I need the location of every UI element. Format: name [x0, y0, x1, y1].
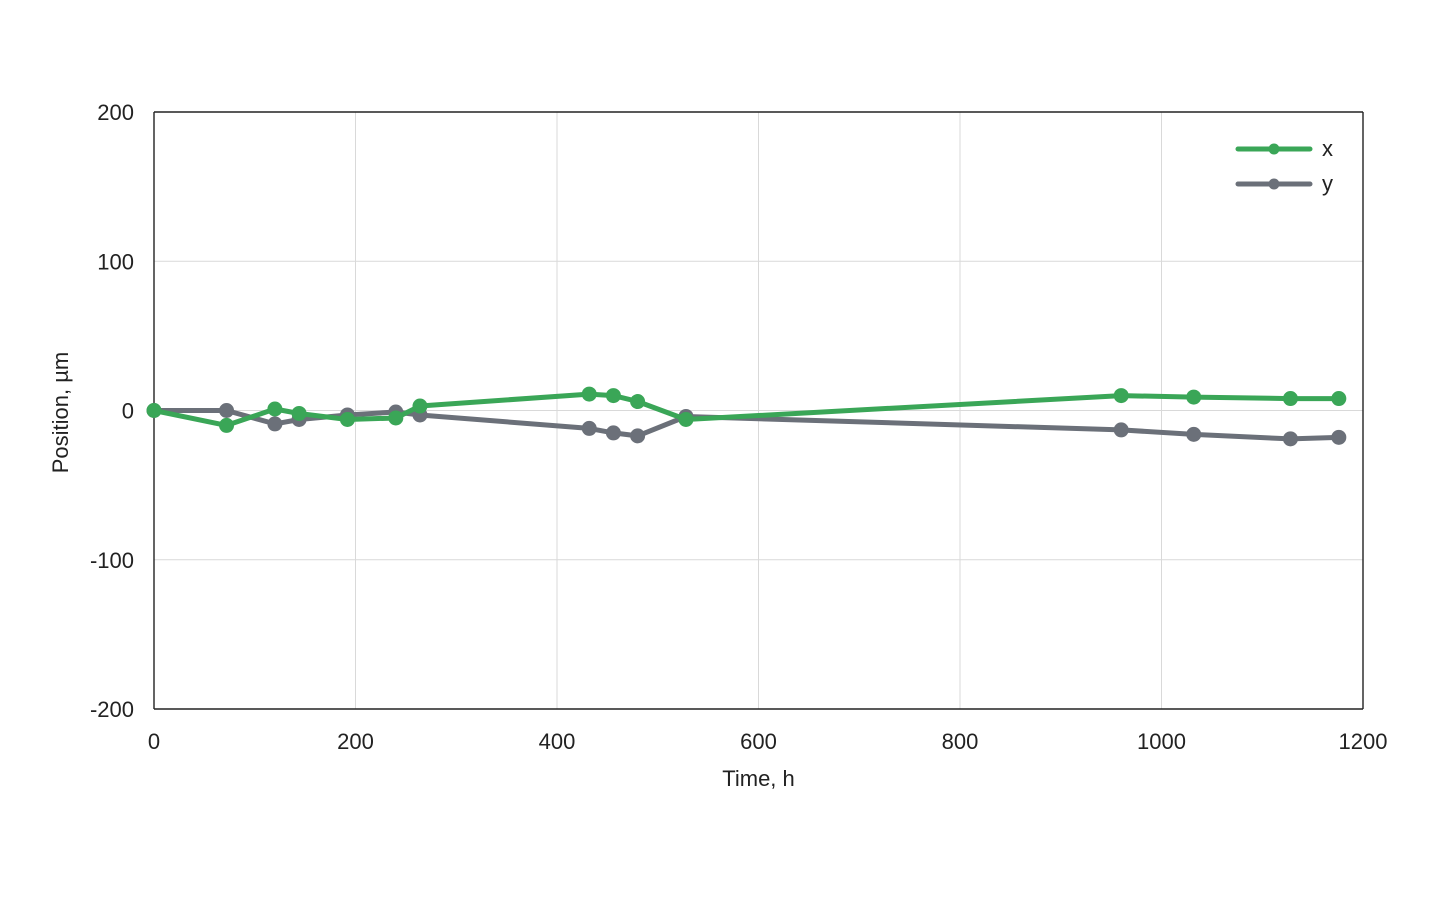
series-y-point [219, 403, 235, 418]
series-y-point [1186, 426, 1202, 442]
series-layer [146, 386, 1347, 447]
y-axis-title: Position, µm [48, 352, 73, 474]
series-x-point [678, 411, 694, 427]
series-x-point [219, 417, 235, 433]
series-y-point [581, 420, 597, 436]
series-x-point [605, 388, 621, 404]
legend: xy [1235, 136, 1333, 196]
y-tick-label: -200 [90, 697, 134, 722]
series-y-point [1331, 429, 1347, 445]
y-tick-label: 100 [97, 249, 134, 274]
legend-item-x-marker [1268, 143, 1280, 155]
series-y-point [630, 428, 646, 444]
series-x-point [291, 405, 307, 421]
series-x-point [581, 386, 597, 402]
series-x-point [1331, 391, 1347, 407]
gridlines [154, 111, 1364, 709]
series-y [146, 403, 1347, 447]
x-tick-label: 600 [740, 729, 777, 754]
series-x-point [1186, 389, 1202, 405]
legend-item-y: y [1235, 171, 1333, 196]
series-x-point [267, 401, 283, 417]
x-tick-label: 1200 [1339, 729, 1388, 754]
legend-item-x: x [1235, 136, 1333, 161]
tick-labels: 0 200 400 600 800 1000 1200 -200 -100 0 100 200 [90, 100, 1388, 754]
y-tick-label: 0 [122, 399, 134, 424]
legend-item-x-label: x [1322, 136, 1333, 161]
x-axis-title: Time, h [722, 766, 795, 791]
series-y-point [605, 425, 621, 441]
x-tick-label: 200 [337, 729, 374, 754]
series-y-point [267, 416, 283, 432]
series-x-point [1282, 391, 1298, 407]
series-x-point [412, 398, 428, 414]
series-x-point [146, 403, 162, 418]
series-x-point [339, 411, 355, 427]
x-tick-label: 800 [942, 729, 979, 754]
series-x-point [388, 410, 404, 426]
series-y-point [1113, 422, 1129, 438]
y-tick-label: -100 [90, 548, 134, 573]
y-tick-label: 200 [97, 100, 134, 125]
legend-item-y-marker [1268, 178, 1280, 190]
series-y-point [1282, 431, 1298, 447]
axes [153, 111, 1364, 710]
series-x [146, 386, 1347, 433]
x-tick-label: 400 [539, 729, 576, 754]
series-x-point [1113, 388, 1129, 404]
series-x-point [630, 394, 646, 410]
x-tick-label: 0 [148, 729, 160, 754]
x-tick-label: 1000 [1137, 729, 1186, 754]
legend-item-y-label: y [1322, 171, 1333, 196]
